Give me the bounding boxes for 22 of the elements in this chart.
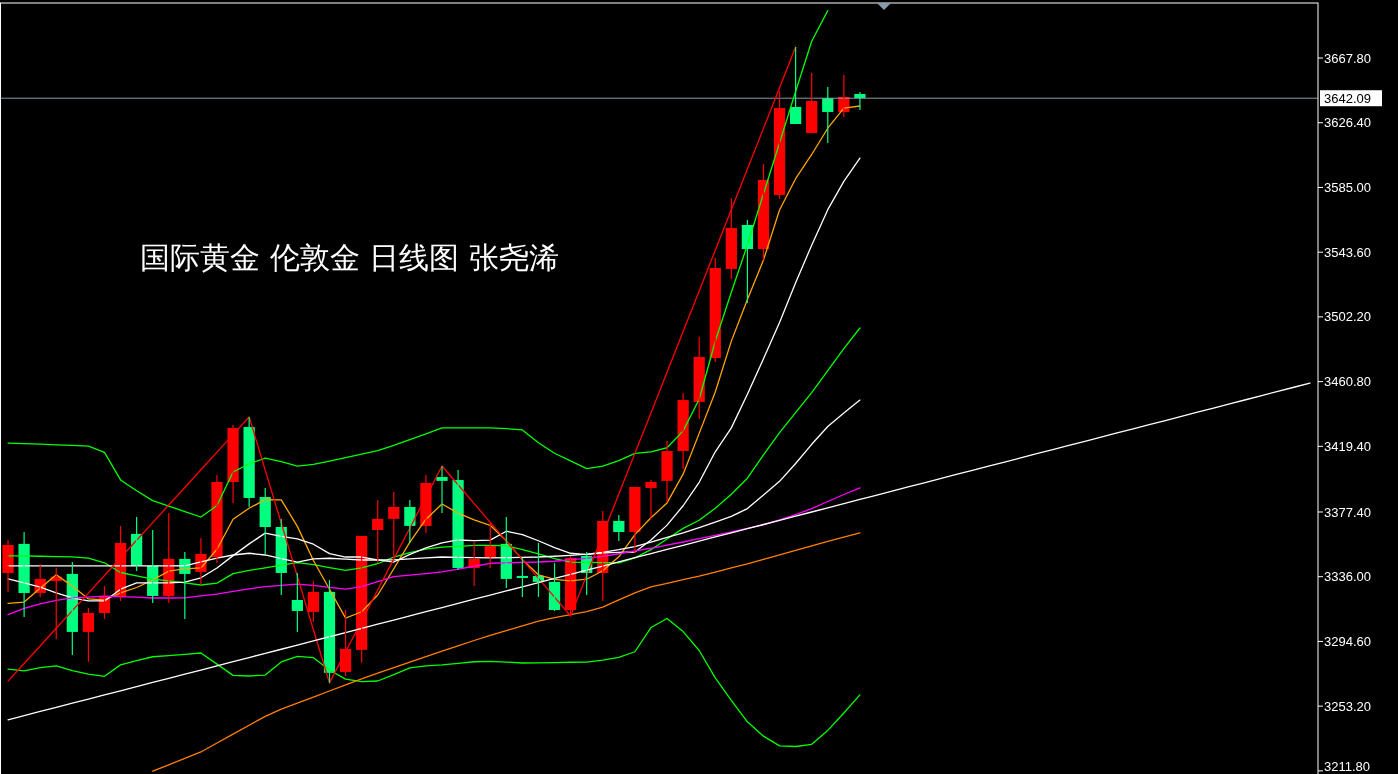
line-series bbox=[7, 487, 861, 616]
y-tick-label: 3502.20 bbox=[1324, 309, 1371, 325]
candlestick bbox=[388, 491, 400, 559]
y-tick-label: 3460.80 bbox=[1324, 374, 1371, 390]
y-tick-label: 3543.60 bbox=[1324, 244, 1371, 260]
y-tick-label: 3419.40 bbox=[1324, 438, 1371, 454]
line-series bbox=[7, 382, 1311, 721]
y-tick-label: 3585.00 bbox=[1324, 180, 1371, 196]
line-series bbox=[7, 46, 797, 684]
y-tick-label: 3336.00 bbox=[1324, 569, 1371, 585]
ref-line-label: 3642.09 bbox=[1324, 90, 1371, 106]
candlestick bbox=[645, 479, 657, 520]
y-tick-label: 3253.20 bbox=[1324, 698, 1371, 714]
line-series bbox=[7, 10, 829, 518]
y-tick-label: 3211.80 bbox=[1324, 758, 1371, 774]
line-series bbox=[152, 532, 861, 772]
line-series bbox=[7, 617, 861, 748]
text: 国际黄金 伦敦金 日线图 张尧浠 bbox=[140, 240, 559, 275]
y-tick-label: 3626.40 bbox=[1324, 115, 1371, 131]
y-tick-label: 3667.80 bbox=[1324, 50, 1371, 66]
y-tick-label: 3294.60 bbox=[1324, 633, 1371, 649]
y-tick-label: 3377.40 bbox=[1324, 504, 1371, 520]
